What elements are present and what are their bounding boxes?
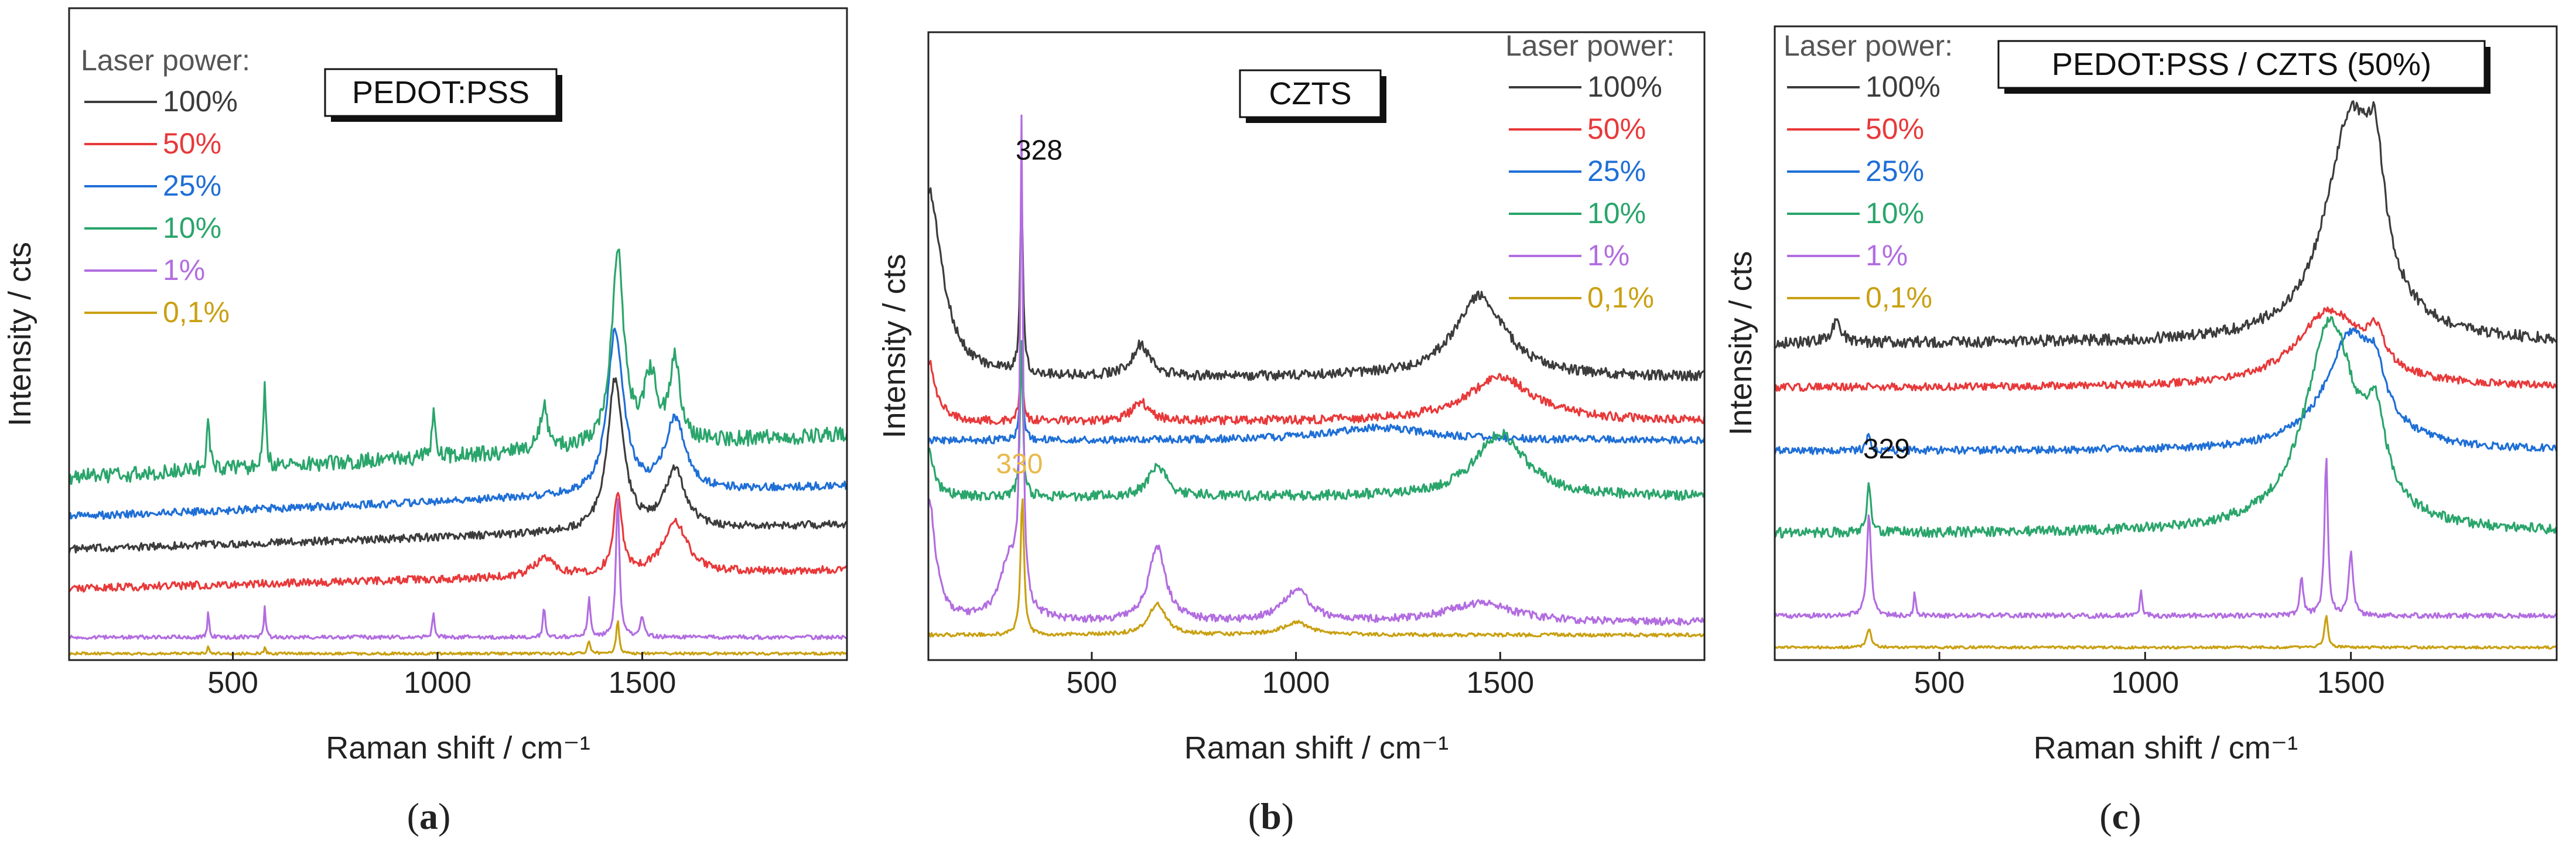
x-axis-title: Raman shift / cm⁻¹	[1184, 730, 1449, 765]
plot-frame	[1774, 25, 2558, 661]
chart-title-box: PEDOT:PSS	[324, 68, 562, 122]
legend-title: Laser power:	[1505, 29, 1675, 62]
x-tick-label-1000: 1000	[404, 666, 472, 700]
x-tick-label-500: 500	[1067, 666, 1118, 700]
legend-label: 1%	[163, 254, 205, 286]
series-lines	[1774, 100, 2558, 650]
legend-label: 10%	[1866, 197, 1924, 230]
y-axis-title: Intensity / cts	[877, 254, 912, 438]
legend: Laser power: 100% 50% 25% 10% 1% 0,1%	[1784, 29, 1953, 314]
series-line-01	[1774, 615, 2557, 650]
series-line-100	[68, 377, 848, 553]
annotation-329: 329	[1863, 433, 1910, 464]
plot-frame	[68, 7, 848, 661]
x-axis-title: Raman shift / cm⁻¹	[326, 730, 590, 765]
x-tick-label-500: 500	[207, 666, 258, 700]
legend-label: 25%	[163, 169, 221, 202]
legend-label: 10%	[1587, 197, 1646, 230]
legend-label: 25%	[1866, 155, 1924, 187]
series-line-100	[927, 182, 1705, 382]
series-line-100	[1774, 100, 2557, 349]
panel-b: 500 1000 1500 Raman shift / cm⁻¹ Intensity /…	[877, 29, 1706, 837]
legend-label: 50%	[1587, 112, 1646, 145]
legend-label: 0,1%	[1866, 281, 1932, 314]
chart-title: PEDOT:PSS / CZTS (50%)	[2052, 47, 2431, 82]
legend-label: 1%	[1866, 239, 1908, 272]
series-line-1	[927, 114, 1706, 626]
panel-a: 500 1000 1500 Raman shift / cm⁻¹ Intensity /…	[2, 7, 848, 837]
y-axis-title: Intensity / cts	[1723, 251, 1758, 435]
legend: Laser power: 100% 50% 25% 10% 1% 0,1%	[1505, 29, 1675, 314]
chart-title-box: PEDOT:PSS / CZTS (50%)	[1997, 40, 2490, 94]
legend-label: 25%	[1587, 155, 1646, 187]
x-axis-title: Raman shift / cm⁻¹	[2034, 730, 2298, 765]
legend-label: 10%	[163, 211, 221, 244]
annotation-330: 330	[996, 449, 1043, 480]
series-line-1	[1774, 457, 2558, 620]
y-axis-title: Intensity / cts	[2, 242, 37, 426]
series-line-50	[68, 492, 848, 593]
panel-letter: (b)	[1248, 795, 1294, 837]
legend-label: 100%	[1587, 70, 1662, 103]
chart-title: PEDOT:PSS	[352, 75, 529, 110]
panel-letter: (a)	[407, 795, 451, 837]
x-tick-label-1000: 1000	[2112, 666, 2179, 700]
series-line-01	[69, 620, 848, 656]
annotation-328: 328	[1016, 135, 1062, 166]
series-lines	[68, 248, 848, 656]
panel-letter: (c)	[2099, 795, 2141, 837]
x-tick-label-1500: 1500	[609, 666, 677, 700]
legend-label: 100%	[163, 85, 238, 118]
series-lines	[927, 114, 1706, 638]
legend-label: 1%	[1587, 239, 1629, 272]
series-line-50	[1774, 306, 2558, 392]
chart-title: CZTS	[1269, 76, 1352, 111]
legend-label: 50%	[163, 127, 221, 160]
chart-title-box: CZTS	[1239, 69, 1386, 123]
series-line-1	[68, 498, 848, 640]
plot-frame	[927, 31, 1706, 661]
series-line-25	[1774, 327, 2558, 456]
series-line-01	[927, 498, 1705, 638]
x-tick-label-500: 500	[1914, 666, 1965, 700]
x-tick-label-1000: 1000	[1262, 666, 1330, 700]
series-line-10	[68, 248, 848, 486]
x-tick-label-1500: 1500	[1466, 666, 1534, 700]
series-line-25	[68, 327, 848, 521]
series-line-10	[1774, 316, 2558, 539]
legend-label: 50%	[1866, 112, 1924, 145]
series-line-10	[927, 340, 1706, 502]
legend-title: Laser power:	[81, 44, 250, 77]
legend-label: 0,1%	[163, 296, 230, 329]
series-line-50	[927, 342, 1706, 426]
x-tick-label-1500: 1500	[2317, 666, 2385, 700]
legend-title: Laser power:	[1784, 29, 1953, 62]
legend-label: 100%	[1866, 70, 1940, 103]
legend-label: 0,1%	[1587, 281, 1654, 314]
series-line-25	[927, 354, 1706, 445]
legend: Laser power: 100% 50% 25% 10% 1% 0,1%	[81, 44, 250, 329]
panel-c: 500 1000 1500 Raman shift / cm⁻¹ Intensity /…	[1723, 25, 2558, 837]
